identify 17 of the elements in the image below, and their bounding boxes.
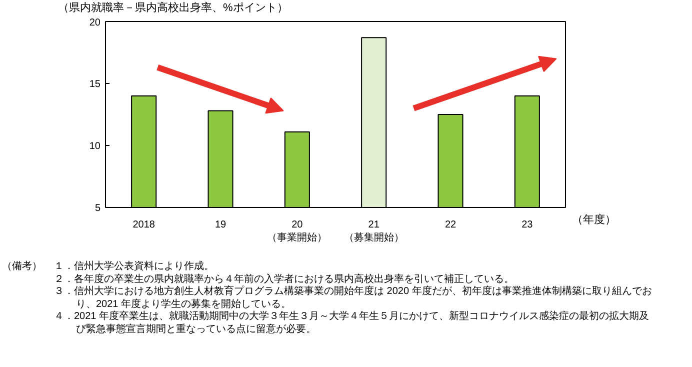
y-tick-label: 5	[94, 203, 101, 214]
x-tick-label: 21 （募集開始）	[344, 220, 404, 244]
x-tick-label: 2018	[132, 220, 156, 230]
x-tick-label: 19	[214, 220, 226, 230]
y-tick-label: 20	[89, 18, 101, 28]
text: （備考）	[2, 261, 42, 274]
text: １．信州大学公表資料により作成。	[54, 261, 215, 274]
y-tick-label: 10	[89, 141, 101, 152]
x-tick-label: 22	[444, 220, 456, 230]
x-tick-label: 23	[522, 220, 534, 230]
x-axis-title: （年度）	[572, 214, 616, 228]
y-tick-label: 15	[89, 79, 101, 90]
x-tick-label: 20 （事業開始）	[267, 220, 328, 244]
text: ３．信州大学における地方創生人材教育プログラム構築事業の開始年度は 2020 年度だが、初年度は事業推進体制構築に取り組んでおり、2021 年度より学生の募集を開始している。	[54, 286, 653, 310]
y-axis-title: （県内就職率－県内高校出身率、%ポイント）	[58, 2, 288, 16]
text: ２．各年度の卒業生の県内就職率から４年前の入学者における県内高校出身率を引いて補正している。	[54, 274, 515, 286]
text: ４．2021 年度卒業生は、就職活動期間中の大学３年生３月～大学４年生５月にかけて、新型コロナウイルス感染症の最初の拡大期及び緊急事態宣言期間と重なっている点に留意が必要。	[54, 311, 650, 336]
